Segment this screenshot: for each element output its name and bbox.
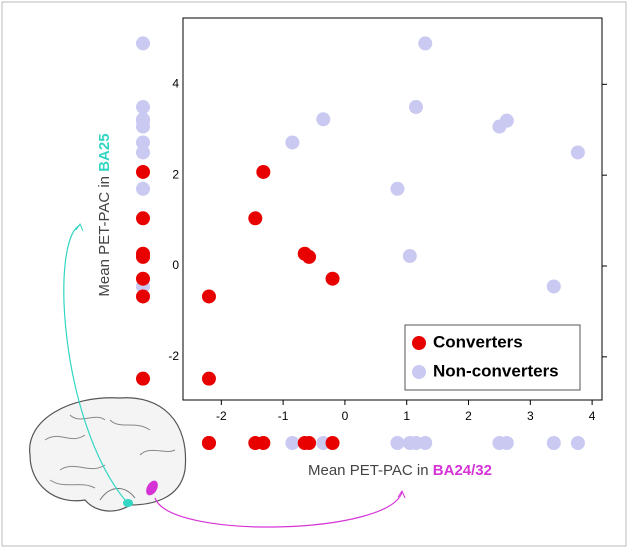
point bbox=[316, 112, 331, 127]
point bbox=[402, 249, 417, 264]
point bbox=[302, 249, 317, 264]
x-rug-point bbox=[325, 436, 340, 450]
y-rug-point bbox=[136, 211, 150, 226]
x-rug-point bbox=[256, 436, 271, 450]
x-rug-point bbox=[402, 436, 417, 450]
y-tick-label: 0 bbox=[172, 258, 179, 272]
point bbox=[390, 181, 405, 196]
point bbox=[201, 289, 216, 304]
y-tick-label: -2 bbox=[168, 349, 179, 363]
point bbox=[499, 113, 514, 128]
legend-label: Non-converters bbox=[433, 361, 559, 380]
legend-marker bbox=[412, 365, 426, 379]
x-tick-label: -1 bbox=[278, 409, 289, 423]
ba2432-arrowhead bbox=[397, 489, 406, 499]
y-label-region: BA25 bbox=[96, 133, 113, 171]
ba25-arrowhead bbox=[75, 222, 84, 232]
y-tick-label: 4 bbox=[172, 76, 179, 90]
x-tick-label: 4 bbox=[589, 409, 596, 423]
y-label-text: Mean PET-PAC in bbox=[96, 176, 113, 297]
y-rug-point bbox=[136, 181, 150, 196]
legend-marker bbox=[412, 336, 426, 350]
x-label-region: BA24/32 bbox=[433, 462, 492, 479]
brain-illustration bbox=[29, 397, 187, 512]
y-rug-point bbox=[136, 249, 150, 264]
y-rug-point bbox=[136, 113, 150, 128]
x-tick-label: 0 bbox=[342, 409, 349, 423]
x-rug-point bbox=[546, 436, 561, 450]
x-rug-point bbox=[570, 436, 585, 450]
y-rug-point bbox=[136, 271, 150, 286]
y-tick-label: 2 bbox=[172, 167, 179, 181]
x-tick-label: 3 bbox=[527, 409, 534, 423]
ba2432-arrow bbox=[154, 491, 403, 528]
y-rug-point bbox=[136, 164, 150, 179]
x-rug-point bbox=[390, 436, 405, 450]
y-rug-point bbox=[136, 145, 150, 160]
point bbox=[418, 36, 433, 51]
point bbox=[408, 100, 423, 115]
point bbox=[325, 271, 340, 286]
x-rug-point bbox=[302, 436, 317, 450]
plot-frame bbox=[182, 17, 603, 401]
point bbox=[256, 164, 271, 179]
point bbox=[285, 135, 300, 150]
legend-box bbox=[404, 324, 581, 391]
y-rug-point bbox=[136, 289, 150, 304]
x-tick-label: -2 bbox=[216, 409, 227, 423]
y-rug-point bbox=[136, 371, 150, 386]
x-tick-label: 1 bbox=[403, 409, 410, 423]
legend-label: Converters bbox=[433, 332, 523, 351]
x-tick-label: 2 bbox=[465, 409, 472, 423]
point bbox=[201, 371, 216, 386]
x-rug-point bbox=[499, 436, 514, 450]
x-rug-point bbox=[201, 436, 216, 450]
x-rug-point bbox=[285, 436, 300, 450]
point bbox=[570, 145, 585, 160]
x-axis-label: Mean PET-PAC in BA24/32 bbox=[308, 462, 492, 479]
point bbox=[546, 279, 561, 294]
x-label-text: Mean PET-PAC in bbox=[308, 462, 429, 479]
y-axis-label: Mean PET-PAC in BA25 bbox=[96, 133, 113, 296]
y-rug-point bbox=[136, 100, 150, 115]
point bbox=[248, 211, 263, 226]
y-rug-point bbox=[136, 36, 150, 51]
y-rug-point bbox=[136, 135, 150, 150]
ba25-arrow bbox=[63, 224, 126, 501]
